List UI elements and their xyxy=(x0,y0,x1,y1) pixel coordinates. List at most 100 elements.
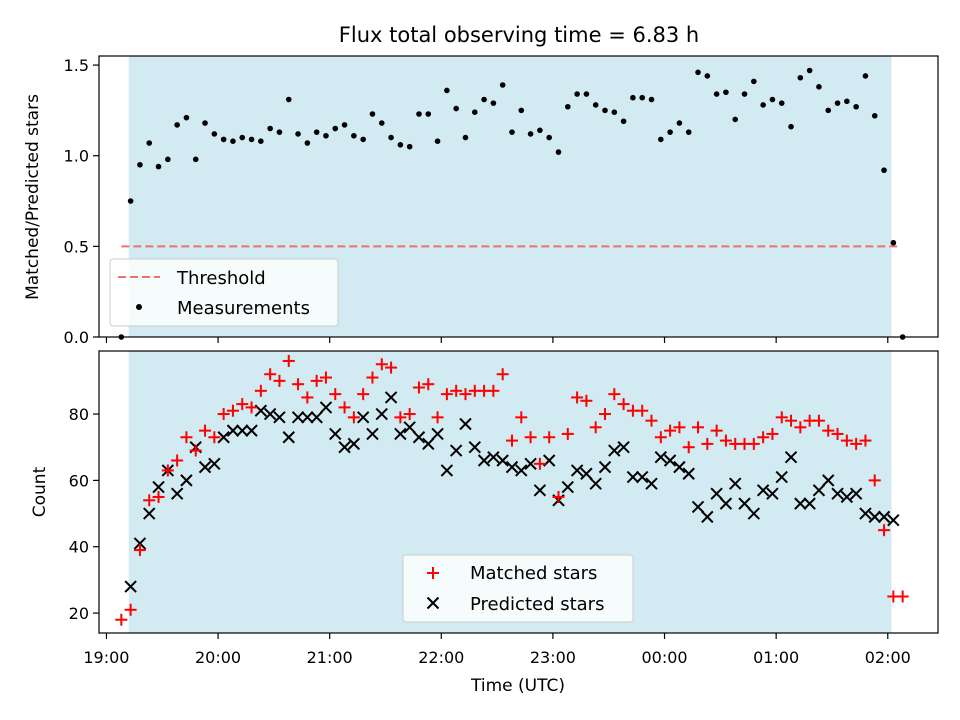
predicted-star-point xyxy=(505,460,519,474)
predicted-star-point xyxy=(589,477,602,490)
measurement-point xyxy=(425,111,432,117)
measurement-point xyxy=(602,107,608,114)
predicted-star-point xyxy=(598,460,612,474)
predicted-star-point xyxy=(849,487,863,500)
matched-star-point xyxy=(692,421,705,434)
matched-star-point xyxy=(617,398,630,411)
top-panel: 0.0 0.5 1.0 1.5 Matched/Predicted stars Thr… xyxy=(23,55,939,347)
measurement-point xyxy=(471,109,478,115)
predicted-star-point xyxy=(524,457,537,471)
x-tick-label: 01:00 xyxy=(753,648,799,667)
predicted-star-point xyxy=(636,470,649,484)
matched-star-point xyxy=(403,408,416,421)
matched-star-point xyxy=(645,414,658,427)
measurement-point xyxy=(862,73,869,79)
measurement-point xyxy=(192,156,199,163)
predicted-star-point xyxy=(794,497,807,510)
predicted-star-point xyxy=(301,411,314,424)
x-tick-label: 21:00 xyxy=(307,648,353,667)
measurement-point xyxy=(592,102,599,108)
predicted-star-point xyxy=(756,484,770,497)
matched-star-point xyxy=(236,398,249,411)
matched-star-point xyxy=(273,374,286,387)
measurement-point xyxy=(667,129,673,135)
matched-star-point xyxy=(682,441,695,454)
measurement-point xyxy=(267,125,273,132)
matched-star-point xyxy=(505,434,518,447)
measurement-point xyxy=(583,91,590,97)
measurement-point xyxy=(797,74,804,81)
matched-star-point xyxy=(254,384,267,397)
matched-star-point xyxy=(840,434,853,447)
measurement-point xyxy=(295,131,301,137)
matched-star-point xyxy=(357,388,370,401)
measurement-point xyxy=(834,100,841,106)
predicted-star-point xyxy=(366,427,379,441)
predicted-star-point xyxy=(291,411,305,424)
measurement-point xyxy=(676,120,683,126)
matched-star-point xyxy=(347,411,360,424)
matched-star-point xyxy=(412,381,425,394)
measurement-point xyxy=(378,120,385,126)
matched-star-point xyxy=(580,394,593,407)
predicted-star-point xyxy=(198,460,212,474)
predicted-star-point xyxy=(580,467,593,480)
predicted-star-point xyxy=(152,480,165,494)
predicted-star-point xyxy=(868,510,881,524)
matched-star-point xyxy=(385,361,398,374)
measurement-point xyxy=(137,161,143,168)
matched-star-point xyxy=(245,401,258,414)
matched-star-point xyxy=(496,368,509,381)
predicted-star-point xyxy=(608,444,621,457)
measurement-point xyxy=(462,134,469,141)
measurements-legend-swatch xyxy=(136,304,142,310)
matched-star-point xyxy=(785,414,798,427)
predicted-star-point xyxy=(431,427,444,441)
measurement-point xyxy=(230,138,236,145)
measurement-point xyxy=(453,105,459,112)
matched-star-point xyxy=(450,384,463,397)
matched-star-point xyxy=(189,444,202,457)
measurement-point xyxy=(183,114,190,121)
measurement-point xyxy=(397,142,404,148)
measurement-point xyxy=(285,96,292,103)
measurement-point xyxy=(369,111,376,117)
matched-star-point xyxy=(301,391,314,404)
predicted-star-point xyxy=(747,507,761,520)
y-tick-label: 40 xyxy=(69,538,89,557)
predicted-star-point xyxy=(487,450,500,464)
predicted-star-point xyxy=(477,454,491,467)
predicted-star-point xyxy=(356,411,370,424)
matched-star-point xyxy=(673,421,686,434)
measurement-point xyxy=(304,140,311,146)
measurement-point xyxy=(239,134,246,141)
predicted-star-point xyxy=(143,507,156,520)
matched-star-point xyxy=(552,490,565,503)
predicted-star-point xyxy=(570,464,584,477)
measurement-point xyxy=(844,98,850,105)
predicted-star-point xyxy=(347,437,361,451)
matched-star-point xyxy=(199,424,212,437)
matched-star-point xyxy=(180,431,193,444)
predicted-star-point xyxy=(273,411,286,424)
matched-star-point xyxy=(636,404,649,417)
measurement-point xyxy=(881,167,887,174)
predicted-star-point xyxy=(561,480,575,494)
predicted-legend-swatch xyxy=(426,596,440,610)
bottom-y-axis-label: Count xyxy=(30,466,50,517)
matched-star-point xyxy=(515,411,528,424)
matched-star-point xyxy=(766,427,779,440)
y-tick-label: 1.0 xyxy=(64,147,89,166)
predicted-star-point xyxy=(217,431,230,444)
top-y-axis-label: Matched/Predicted stars xyxy=(23,94,43,300)
predicted-star-point xyxy=(170,487,184,500)
matched-star-point xyxy=(775,411,788,424)
predicted-star-point xyxy=(310,411,323,424)
predicted-star-point xyxy=(263,407,277,421)
matched-star-point xyxy=(152,490,165,503)
matched-star-point xyxy=(794,421,807,434)
measurement-point xyxy=(816,84,822,90)
measurement-point xyxy=(351,132,357,139)
measurement-point xyxy=(537,127,543,134)
